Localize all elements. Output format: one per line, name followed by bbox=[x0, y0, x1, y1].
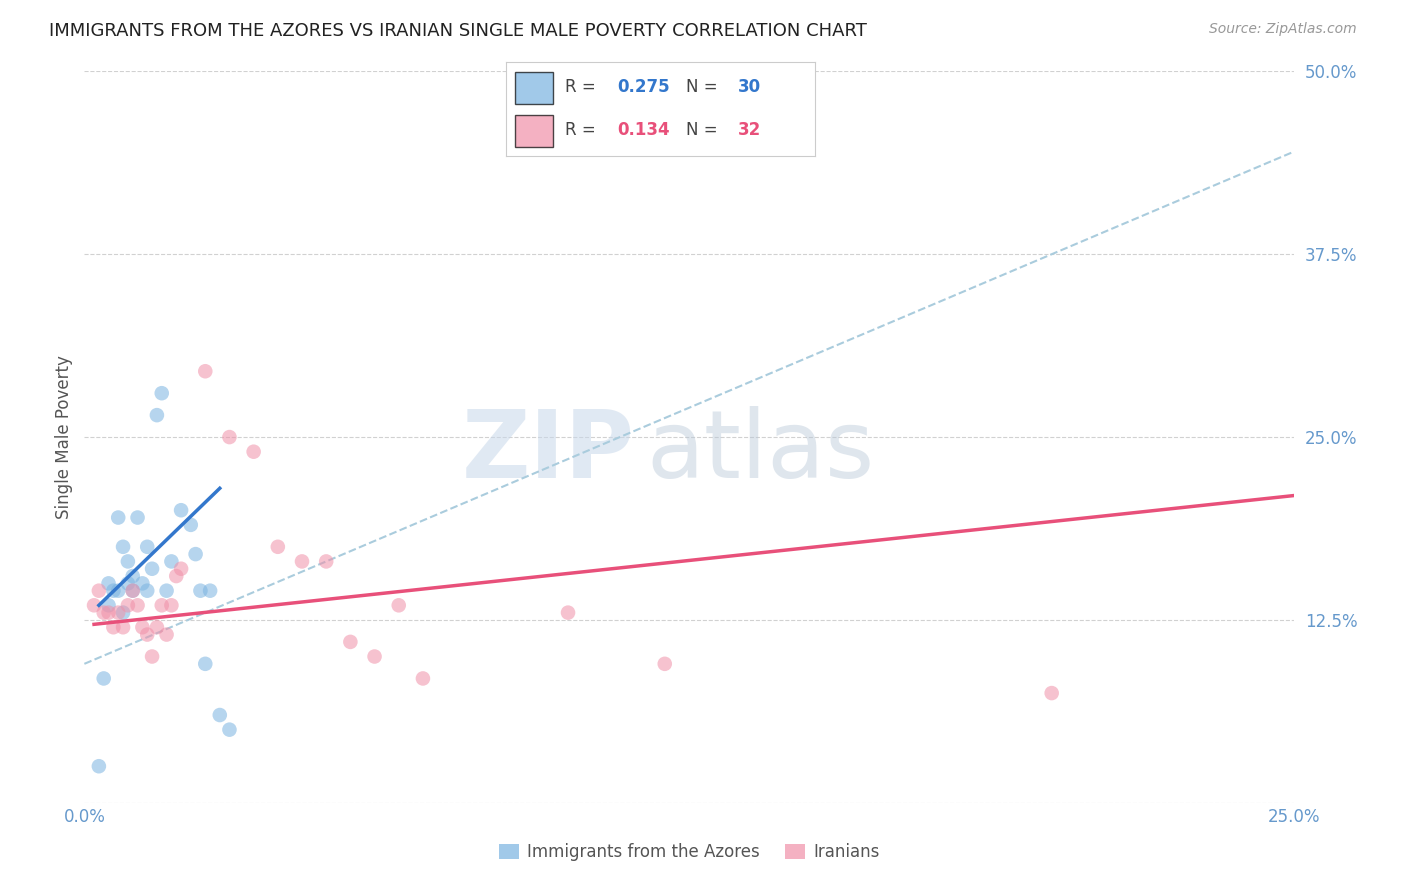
Point bbox=[141, 649, 163, 664]
Point bbox=[141, 562, 163, 576]
Point bbox=[97, 599, 120, 613]
Point bbox=[218, 430, 240, 444]
Point bbox=[165, 569, 187, 583]
Y-axis label: Single Male Poverty: Single Male Poverty bbox=[55, 355, 73, 519]
Point bbox=[363, 649, 385, 664]
Point bbox=[267, 540, 290, 554]
Point bbox=[412, 672, 434, 686]
Point bbox=[136, 540, 159, 554]
Point bbox=[107, 606, 129, 620]
Point bbox=[93, 672, 115, 686]
Point bbox=[87, 759, 110, 773]
Point bbox=[131, 576, 153, 591]
Text: IMMIGRANTS FROM THE AZORES VS IRANIAN SINGLE MALE POVERTY CORRELATION CHART: IMMIGRANTS FROM THE AZORES VS IRANIAN SI… bbox=[49, 22, 868, 40]
Point bbox=[103, 620, 125, 634]
Point bbox=[121, 583, 143, 598]
Point bbox=[388, 599, 411, 613]
Point bbox=[136, 583, 159, 598]
Point bbox=[83, 599, 105, 613]
Point bbox=[315, 554, 337, 568]
Point bbox=[127, 510, 149, 524]
Point bbox=[654, 657, 676, 671]
Point bbox=[190, 583, 212, 598]
Point bbox=[136, 627, 159, 641]
Point bbox=[107, 583, 129, 598]
Point bbox=[170, 562, 193, 576]
Point bbox=[180, 517, 202, 532]
Text: N =: N = bbox=[686, 78, 723, 95]
Point bbox=[121, 583, 143, 598]
Point bbox=[198, 583, 221, 598]
Point bbox=[87, 583, 110, 598]
Legend: Immigrants from the Azores, Iranians: Immigrants from the Azores, Iranians bbox=[492, 837, 886, 868]
Text: ZIP: ZIP bbox=[461, 406, 634, 498]
Text: 0.134: 0.134 bbox=[617, 121, 671, 139]
Text: R =: R = bbox=[565, 78, 600, 95]
Text: N =: N = bbox=[686, 121, 723, 139]
Point bbox=[291, 554, 314, 568]
Point bbox=[117, 599, 139, 613]
Point bbox=[208, 708, 231, 723]
Point bbox=[127, 599, 149, 613]
Point bbox=[1040, 686, 1063, 700]
Point bbox=[155, 583, 177, 598]
Point bbox=[117, 576, 139, 591]
Point bbox=[194, 364, 217, 378]
Point bbox=[218, 723, 240, 737]
Point bbox=[117, 554, 139, 568]
Point bbox=[150, 386, 173, 401]
Point bbox=[557, 606, 579, 620]
Point bbox=[242, 444, 264, 458]
Point bbox=[170, 503, 193, 517]
Point bbox=[155, 627, 177, 641]
Point bbox=[146, 620, 169, 634]
Point bbox=[150, 599, 173, 613]
Point bbox=[97, 606, 120, 620]
Point bbox=[146, 408, 169, 422]
Text: R =: R = bbox=[565, 121, 600, 139]
Point bbox=[97, 576, 120, 591]
Point bbox=[339, 635, 361, 649]
Text: 0.275: 0.275 bbox=[617, 78, 671, 95]
Point bbox=[93, 606, 115, 620]
Text: Source: ZipAtlas.com: Source: ZipAtlas.com bbox=[1209, 22, 1357, 37]
FancyBboxPatch shape bbox=[516, 72, 553, 103]
Point bbox=[112, 620, 135, 634]
Point bbox=[131, 620, 153, 634]
Point bbox=[121, 569, 143, 583]
Text: 30: 30 bbox=[738, 78, 761, 95]
Point bbox=[160, 554, 183, 568]
Point bbox=[184, 547, 207, 561]
FancyBboxPatch shape bbox=[516, 115, 553, 147]
Point bbox=[112, 540, 135, 554]
Point bbox=[112, 606, 135, 620]
Text: atlas: atlas bbox=[647, 406, 875, 498]
Point bbox=[103, 583, 125, 598]
Point bbox=[194, 657, 217, 671]
Text: 32: 32 bbox=[738, 121, 762, 139]
Point bbox=[160, 599, 183, 613]
Point bbox=[107, 510, 129, 524]
